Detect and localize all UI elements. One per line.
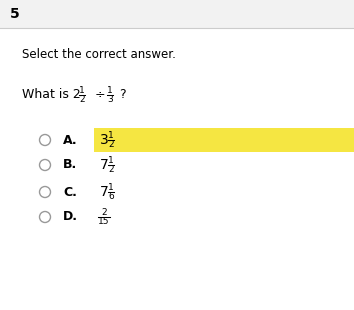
Text: 3: 3 bbox=[100, 133, 109, 147]
FancyBboxPatch shape bbox=[0, 0, 354, 28]
Text: 1: 1 bbox=[108, 183, 114, 192]
Text: C.: C. bbox=[63, 185, 77, 198]
Text: 2: 2 bbox=[108, 140, 114, 149]
Text: 1: 1 bbox=[107, 86, 113, 95]
Text: Select the correct answer.: Select the correct answer. bbox=[22, 48, 176, 61]
FancyBboxPatch shape bbox=[94, 128, 354, 152]
Text: 2: 2 bbox=[108, 165, 114, 174]
Text: ÷: ÷ bbox=[95, 88, 105, 101]
Text: 7: 7 bbox=[100, 185, 109, 199]
Text: 1: 1 bbox=[108, 131, 114, 140]
Text: What is 2: What is 2 bbox=[22, 88, 81, 101]
Text: 2: 2 bbox=[79, 95, 85, 104]
Text: 15: 15 bbox=[98, 217, 110, 226]
Text: ?: ? bbox=[119, 88, 126, 101]
Text: 1: 1 bbox=[79, 86, 85, 95]
Text: 3: 3 bbox=[107, 95, 113, 104]
Text: 5: 5 bbox=[10, 7, 20, 21]
Text: 2: 2 bbox=[101, 208, 107, 217]
Text: 6: 6 bbox=[108, 192, 114, 201]
Text: 7: 7 bbox=[100, 158, 109, 172]
Text: D.: D. bbox=[63, 210, 78, 224]
Text: 1: 1 bbox=[108, 156, 114, 165]
Text: A.: A. bbox=[63, 134, 78, 147]
Text: B.: B. bbox=[63, 158, 77, 171]
